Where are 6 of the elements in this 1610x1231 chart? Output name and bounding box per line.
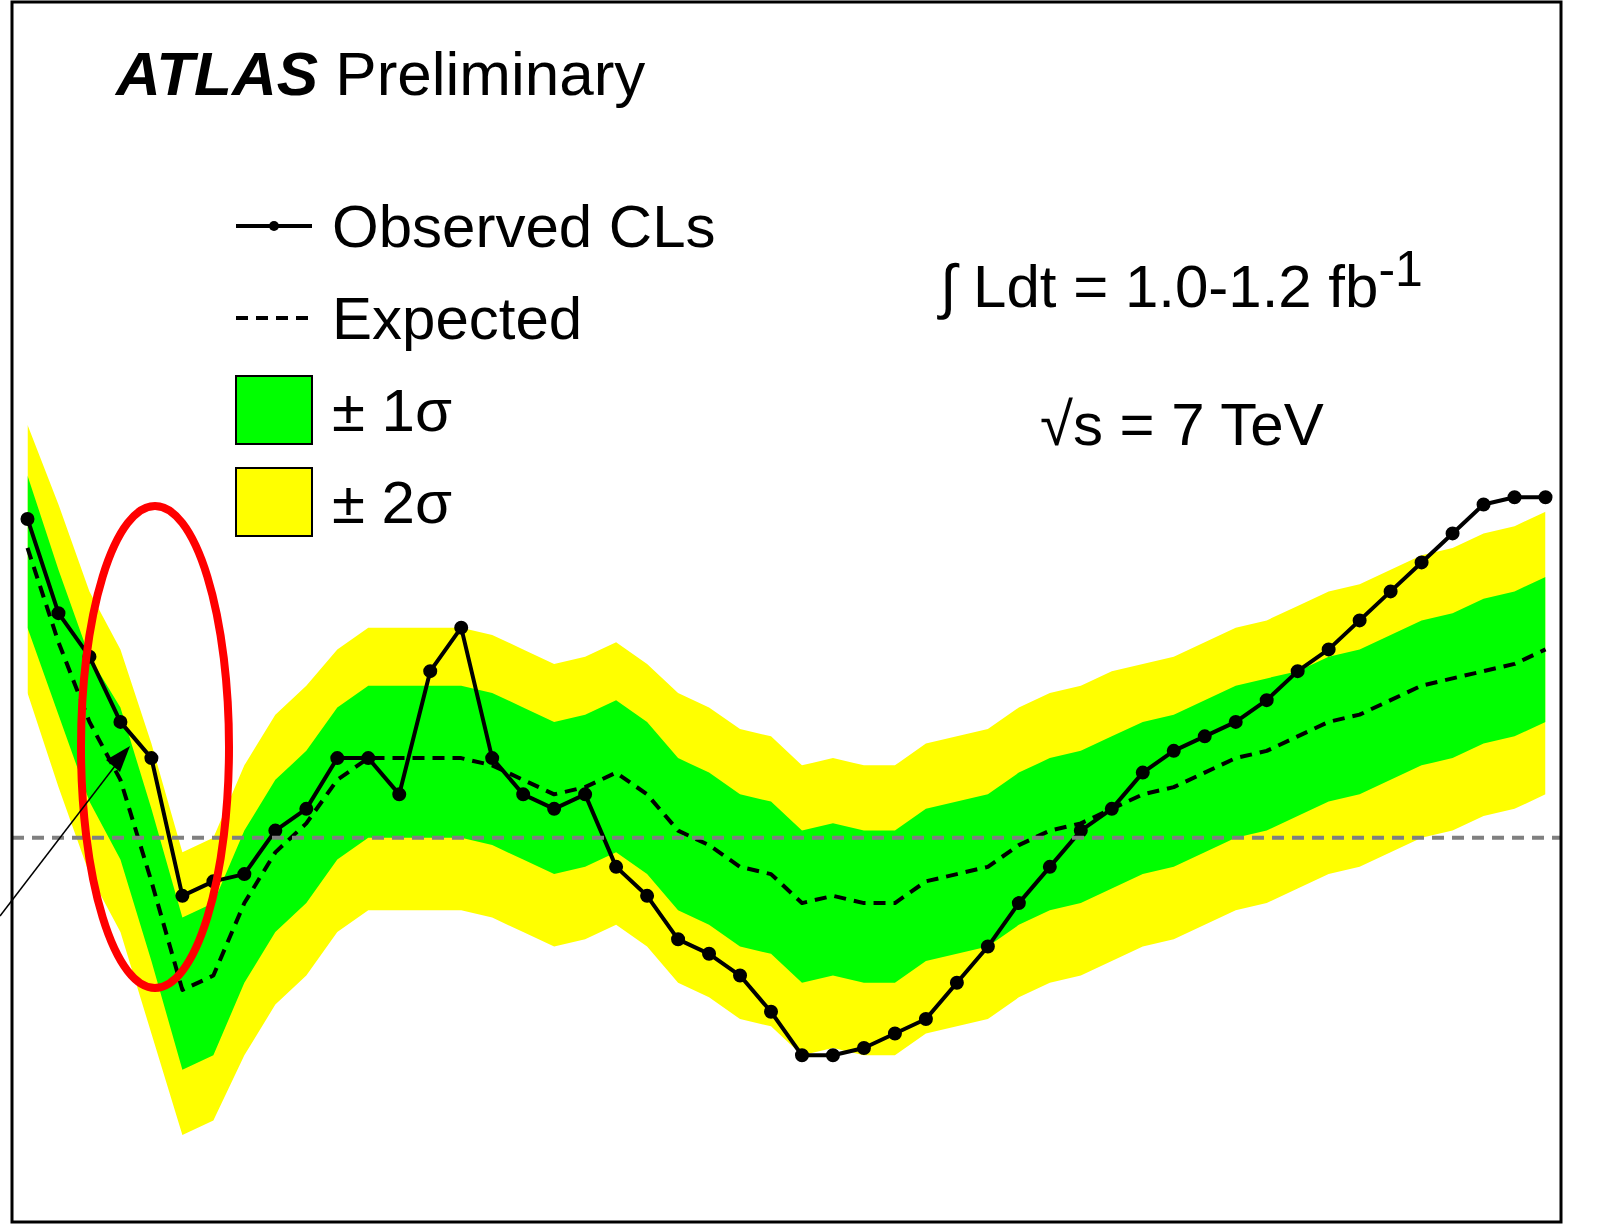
text: ATLAS Preliminary bbox=[116, 38, 646, 109]
text: √s = 7 TeV bbox=[1040, 390, 1324, 459]
legend-label: Expected bbox=[332, 283, 583, 353]
legend-label: Observed CLs bbox=[332, 191, 716, 261]
legend-label: ± 1σ bbox=[332, 375, 452, 445]
legend-label: ± 2σ bbox=[332, 467, 452, 537]
